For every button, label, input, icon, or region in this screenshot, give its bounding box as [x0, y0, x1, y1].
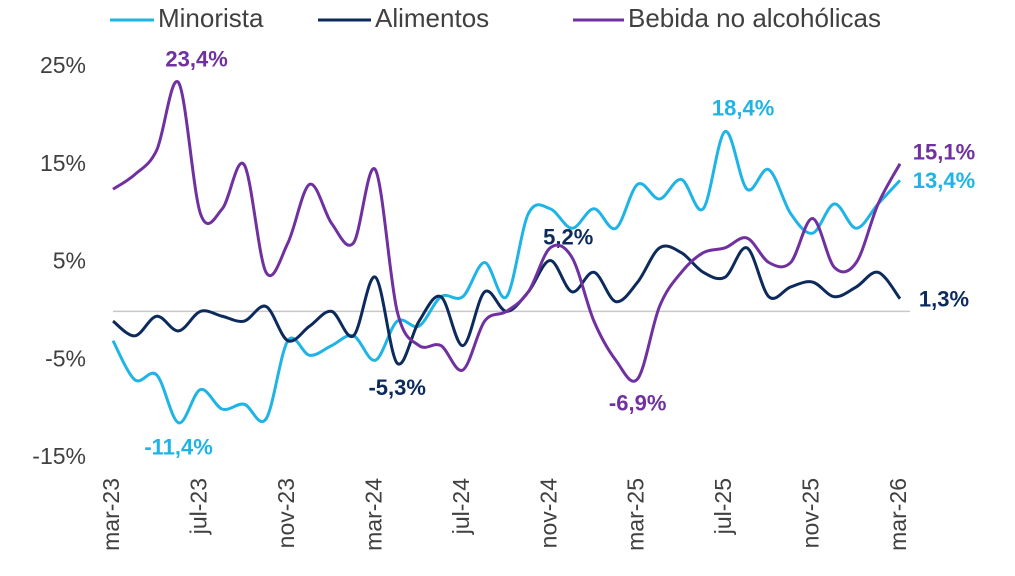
series-line [112, 244, 902, 366]
x-tick-label: mar-26 [885, 478, 911, 551]
y-tick-label: 15% [40, 150, 86, 176]
legend-label: Minorista [158, 3, 264, 33]
x-tick-label: nov-23 [273, 478, 299, 548]
series-line [112, 80, 902, 383]
x-tick-label: jul-25 [710, 478, 736, 535]
x-tick-label: mar-23 [98, 478, 124, 551]
x-tick-label: mar-25 [623, 478, 649, 551]
y-tick-label: 5% [53, 248, 86, 274]
y-tick-label: 25% [40, 52, 86, 78]
data-label: -6,9% [609, 391, 666, 416]
data-label: 13,4% [913, 168, 975, 193]
data-label: 18,4% [712, 95, 774, 120]
x-tick-label: jul-24 [448, 478, 474, 535]
legend-label: Bebida no alcohólicas [628, 3, 881, 33]
legend-label: Alimentos [375, 3, 489, 33]
x-tick-label: mar-24 [360, 478, 386, 551]
y-tick-label: -5% [45, 345, 86, 371]
x-tick-label: nov-25 [798, 478, 824, 548]
data-label: 5,2% [543, 224, 593, 249]
data-label: 1,3% [919, 286, 969, 311]
data-label: -11,4% [144, 435, 213, 460]
data-label: 15,1% [913, 140, 975, 165]
x-tick-label: nov-24 [535, 478, 561, 549]
data-label: -5,3% [368, 375, 425, 400]
x-tick-label: jul-23 [186, 478, 212, 535]
y-tick-label: -15% [32, 443, 86, 469]
data-label: 23,4% [165, 46, 227, 71]
series-line [111, 130, 902, 425]
